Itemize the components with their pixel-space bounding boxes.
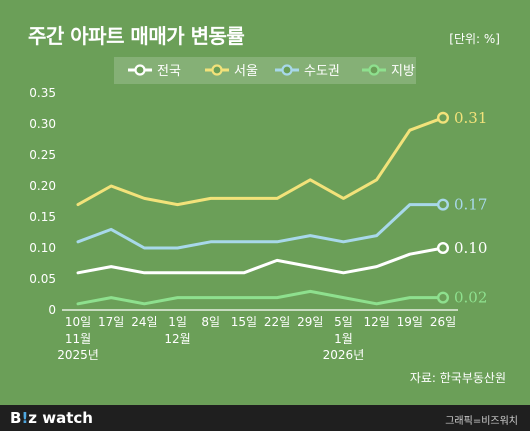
series-line <box>78 118 443 205</box>
x-tick-sublabel: 2026년 <box>323 348 365 362</box>
y-tick-label: 0.05 <box>29 272 56 286</box>
series-수도권: 0.17 <box>78 196 487 248</box>
series-end-value-label: 0.10 <box>454 239 487 257</box>
x-tick-label: 26일 <box>430 315 456 329</box>
series-layer: 0.10 0.31 0.17 0.02 <box>78 109 487 307</box>
series-end-marker <box>438 243 448 253</box>
x-tick-label: 12일 <box>363 315 389 329</box>
y-tick-label: 0.20 <box>29 179 56 193</box>
x-tick-label: 22일 <box>264 315 290 329</box>
series-end-marker <box>438 113 448 123</box>
x-tick-label: 15일 <box>231 315 257 329</box>
x-tick-sublabel: 12월 <box>164 332 190 346</box>
brand-logo: B!z watch <box>10 409 93 427</box>
legend-label: 전국 <box>157 64 181 79</box>
x-tick-sublabel: 11월 <box>65 332 91 346</box>
legend-marker <box>370 66 379 75</box>
legend-marker <box>283 66 292 75</box>
y-tick-label: 0 <box>48 303 56 317</box>
y-tick-label: 0.25 <box>29 148 56 162</box>
series-지방: 0.02 <box>78 289 487 307</box>
legend-label: 지방 <box>391 64 415 79</box>
legend: 전국 서울 수도권 지방 <box>114 57 416 84</box>
footer-bar: B!z watch 그래픽=비즈워치 <box>0 405 530 431</box>
x-tick-label: 1일 <box>168 315 187 329</box>
series-line <box>78 291 443 303</box>
graphic-credit: 그래픽=비즈워치 <box>445 412 518 427</box>
series-line <box>78 248 443 273</box>
x-axis: 10일 11월 2025년 17일 24일 1일 12월 8일 15일 22일 29일 5일 1월 202… <box>57 310 458 362</box>
x-tick-label: 19일 <box>397 315 423 329</box>
series-end-value-label: 0.02 <box>454 289 487 307</box>
logo-letter-b: B <box>10 409 21 427</box>
legend-label: 서울 <box>234 64 258 79</box>
legend-label: 수도권 <box>304 64 340 79</box>
series-end-marker <box>438 200 448 210</box>
y-tick-label: 0.10 <box>29 241 56 255</box>
x-tick-sublabel: 2025년 <box>57 348 99 362</box>
logo-text: z watch <box>28 409 93 427</box>
x-tick-sublabel: 1월 <box>334 332 353 346</box>
y-tick-label: 0.15 <box>29 210 56 224</box>
series-line <box>78 205 443 248</box>
y-tick-label: 0.30 <box>29 117 56 131</box>
y-axis: 0 0.05 0.10 0.15 0.20 0.25 0.30 0.35 <box>29 86 56 317</box>
x-tick-label: 17일 <box>98 315 124 329</box>
series-end-marker <box>438 293 448 303</box>
x-tick-label: 5일 <box>334 315 353 329</box>
line-chart: 전국 서울 수도권 지방 00.050.100.150.200.250.300.35 … <box>0 0 530 400</box>
series-end-value-label: 0.31 <box>454 109 487 127</box>
legend-marker <box>136 66 145 75</box>
series-서울: 0.31 <box>78 109 487 205</box>
source-note: 자료: 한국부동산원 <box>410 371 506 385</box>
legend-marker <box>213 66 222 75</box>
y-tick-label: 0.35 <box>29 86 56 100</box>
x-tick-label: 24일 <box>131 315 157 329</box>
x-tick-label: 29일 <box>297 315 323 329</box>
series-end-value-label: 0.17 <box>454 196 487 214</box>
x-tick-label: 10일 <box>65 315 91 329</box>
x-tick-label: 8일 <box>201 315 220 329</box>
